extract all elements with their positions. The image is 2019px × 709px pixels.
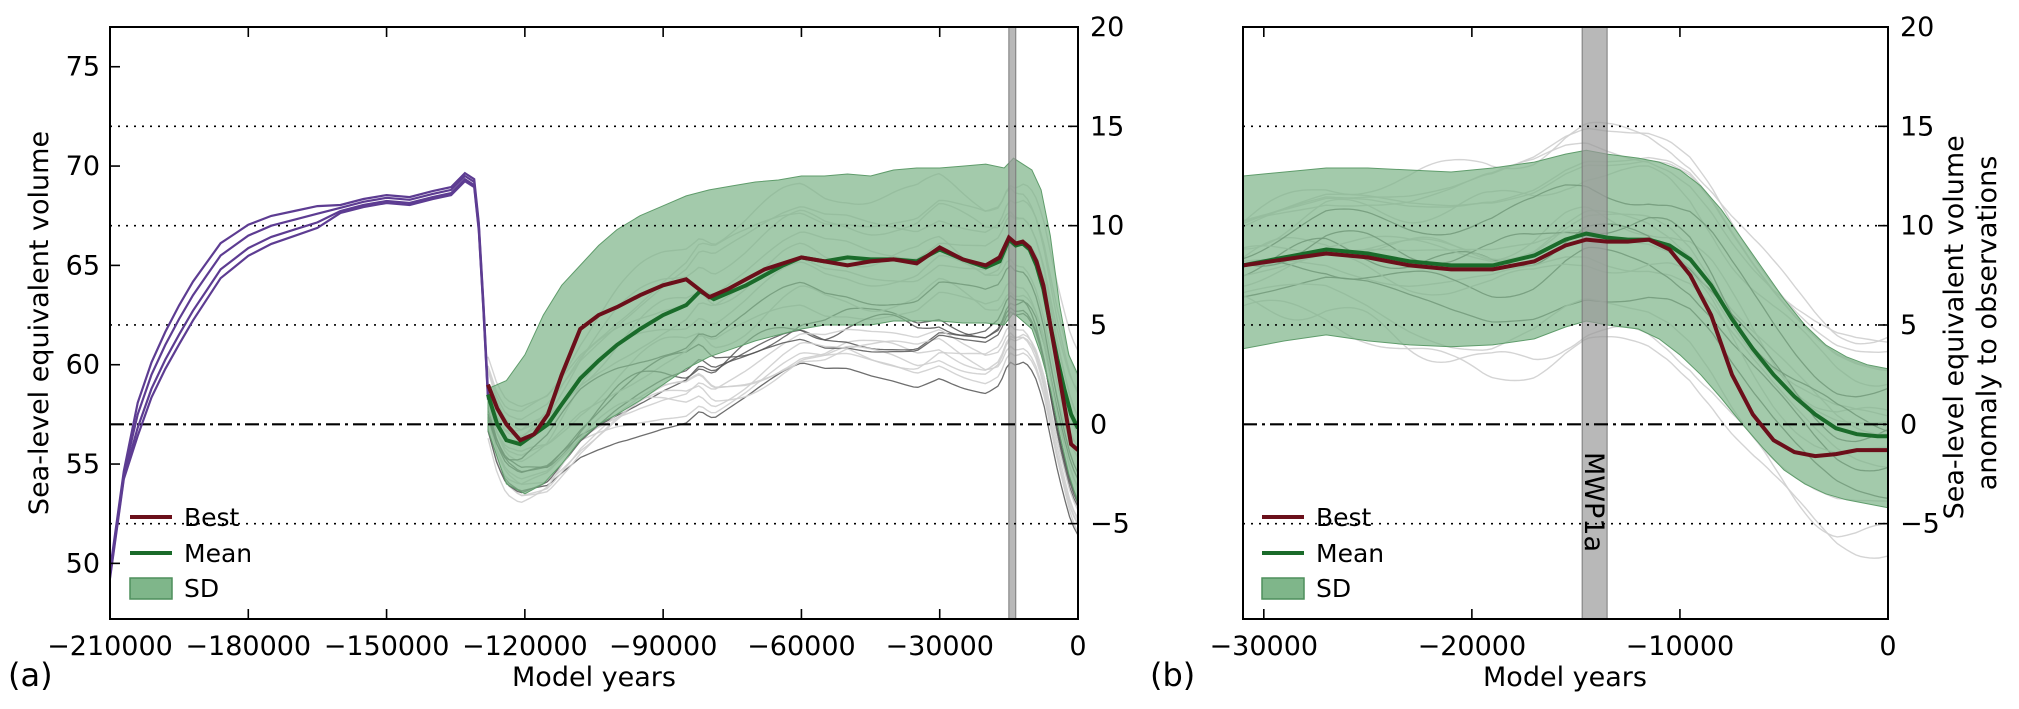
panel-b: −30000 −20000 −10000 0 −5 0 5 10 15 20 Model yea… — [1150, 12, 2003, 694]
spinup-line — [110, 171, 490, 571]
y-tick-label: 55 — [66, 449, 100, 480]
y-tick-label: 0 — [1900, 409, 1917, 440]
x-tick-label: 0 — [1069, 631, 1086, 662]
y-tick-label: 70 — [66, 151, 100, 182]
best-line — [486, 234, 1078, 452]
ensemble-run — [487, 311, 1078, 501]
y-tick-label: 50 — [66, 548, 100, 579]
legend: Best Mean SD — [129, 503, 252, 603]
legend-mean-label: Mean — [1316, 539, 1384, 568]
right-y-axis-ticks: −5 0 5 10 15 20 — [1878, 12, 1940, 540]
y-tick-label: 10 — [1900, 211, 1934, 242]
right-y-axis-label-line1: Sea-level equivalent volume — [1939, 135, 1970, 519]
panel-letter: (a) — [8, 656, 53, 694]
left-y-axis-ticks: 50 55 60 65 70 75 — [66, 52, 120, 579]
y-tick-label: 20 — [1900, 12, 1934, 43]
sd-band — [487, 157, 1078, 504]
legend: Best Mean SD — [1261, 503, 1384, 603]
y-tick-label: 60 — [66, 350, 100, 381]
x-tick-label: −60000 — [747, 631, 856, 662]
x-tick-label: −30000 — [1210, 631, 1319, 662]
ensemble-run — [487, 337, 1078, 519]
spinup-line — [110, 177, 490, 577]
x-axis-label: Model years — [512, 662, 676, 693]
spinup-line — [110, 174, 490, 574]
best-line — [1243, 237, 1888, 459]
x-tick-label: −180000 — [185, 631, 311, 662]
y-tick-label: −5 — [1090, 509, 1130, 540]
mwp1a-label: MWP1a — [1578, 452, 1609, 552]
y-tick-label: 10 — [1090, 211, 1124, 242]
y-tick-label: 15 — [1090, 111, 1124, 142]
x-axis-label: Model years — [1483, 662, 1647, 693]
y-tick-label: 65 — [66, 250, 100, 281]
mwp1a-band — [1008, 27, 1017, 619]
x-tick-label: −10000 — [1626, 631, 1735, 662]
right-y-axis-ticks: −5 0 5 10 15 20 — [1068, 12, 1130, 540]
x-axis-ticks: −30000 −20000 −10000 0 — [1210, 27, 1897, 662]
plot-frame — [109, 26, 1079, 620]
y-tick-label: 0 — [1090, 409, 1107, 440]
y-tick-label: 5 — [1090, 310, 1107, 341]
spinup-lines — [110, 171, 490, 579]
y-axis-label: Sea-level equivalent volume — [24, 131, 55, 515]
y-tick-label: −5 — [1900, 509, 1940, 540]
x-tick-label: −20000 — [1418, 631, 1527, 662]
legend-sd-swatch — [1261, 577, 1305, 600]
y-tick-label: 5 — [1900, 310, 1917, 341]
x-tick-label: 0 — [1879, 631, 1896, 662]
legend-sd-label: SD — [184, 574, 219, 603]
ensemble-run — [487, 333, 1078, 511]
plot-frame — [1242, 26, 1889, 620]
panel-a: −210000 −180000 −150000 −120000 −90000 −60000… — [8, 12, 1130, 694]
legend-sd-label: SD — [1316, 574, 1351, 603]
legend-best-label: Best — [184, 503, 240, 532]
dotted-gridlines — [1243, 27, 1888, 525]
ensemble-run — [487, 336, 1078, 521]
ensemble-run — [487, 352, 1078, 525]
legend-sd-swatch — [129, 577, 173, 600]
y-tick-label: 20 — [1090, 12, 1124, 43]
sd-band — [1243, 149, 1888, 509]
legend-mean-label: Mean — [184, 539, 252, 568]
right-y-axis-label-line2: anomaly to observations — [1972, 156, 2003, 491]
right-y-axis-label: Sea-level equivalent volume anomaly to o… — [1939, 127, 2003, 520]
x-axis-ticks: −210000 −180000 −150000 −120000 −90000 −60000… — [47, 27, 1087, 662]
x-tick-label: −30000 — [885, 631, 994, 662]
panel-letter: (b) — [1150, 656, 1195, 694]
mwp1a-band — [1581, 27, 1608, 619]
y-tick-label: 75 — [66, 52, 100, 83]
spinup-line — [110, 179, 490, 579]
x-tick-label: −210000 — [47, 631, 173, 662]
x-tick-label: −120000 — [462, 631, 588, 662]
y-tick-label: 15 — [1900, 111, 1934, 142]
legend-best-label: Best — [1316, 503, 1372, 532]
x-tick-label: −150000 — [324, 631, 450, 662]
x-tick-label: −90000 — [609, 631, 718, 662]
